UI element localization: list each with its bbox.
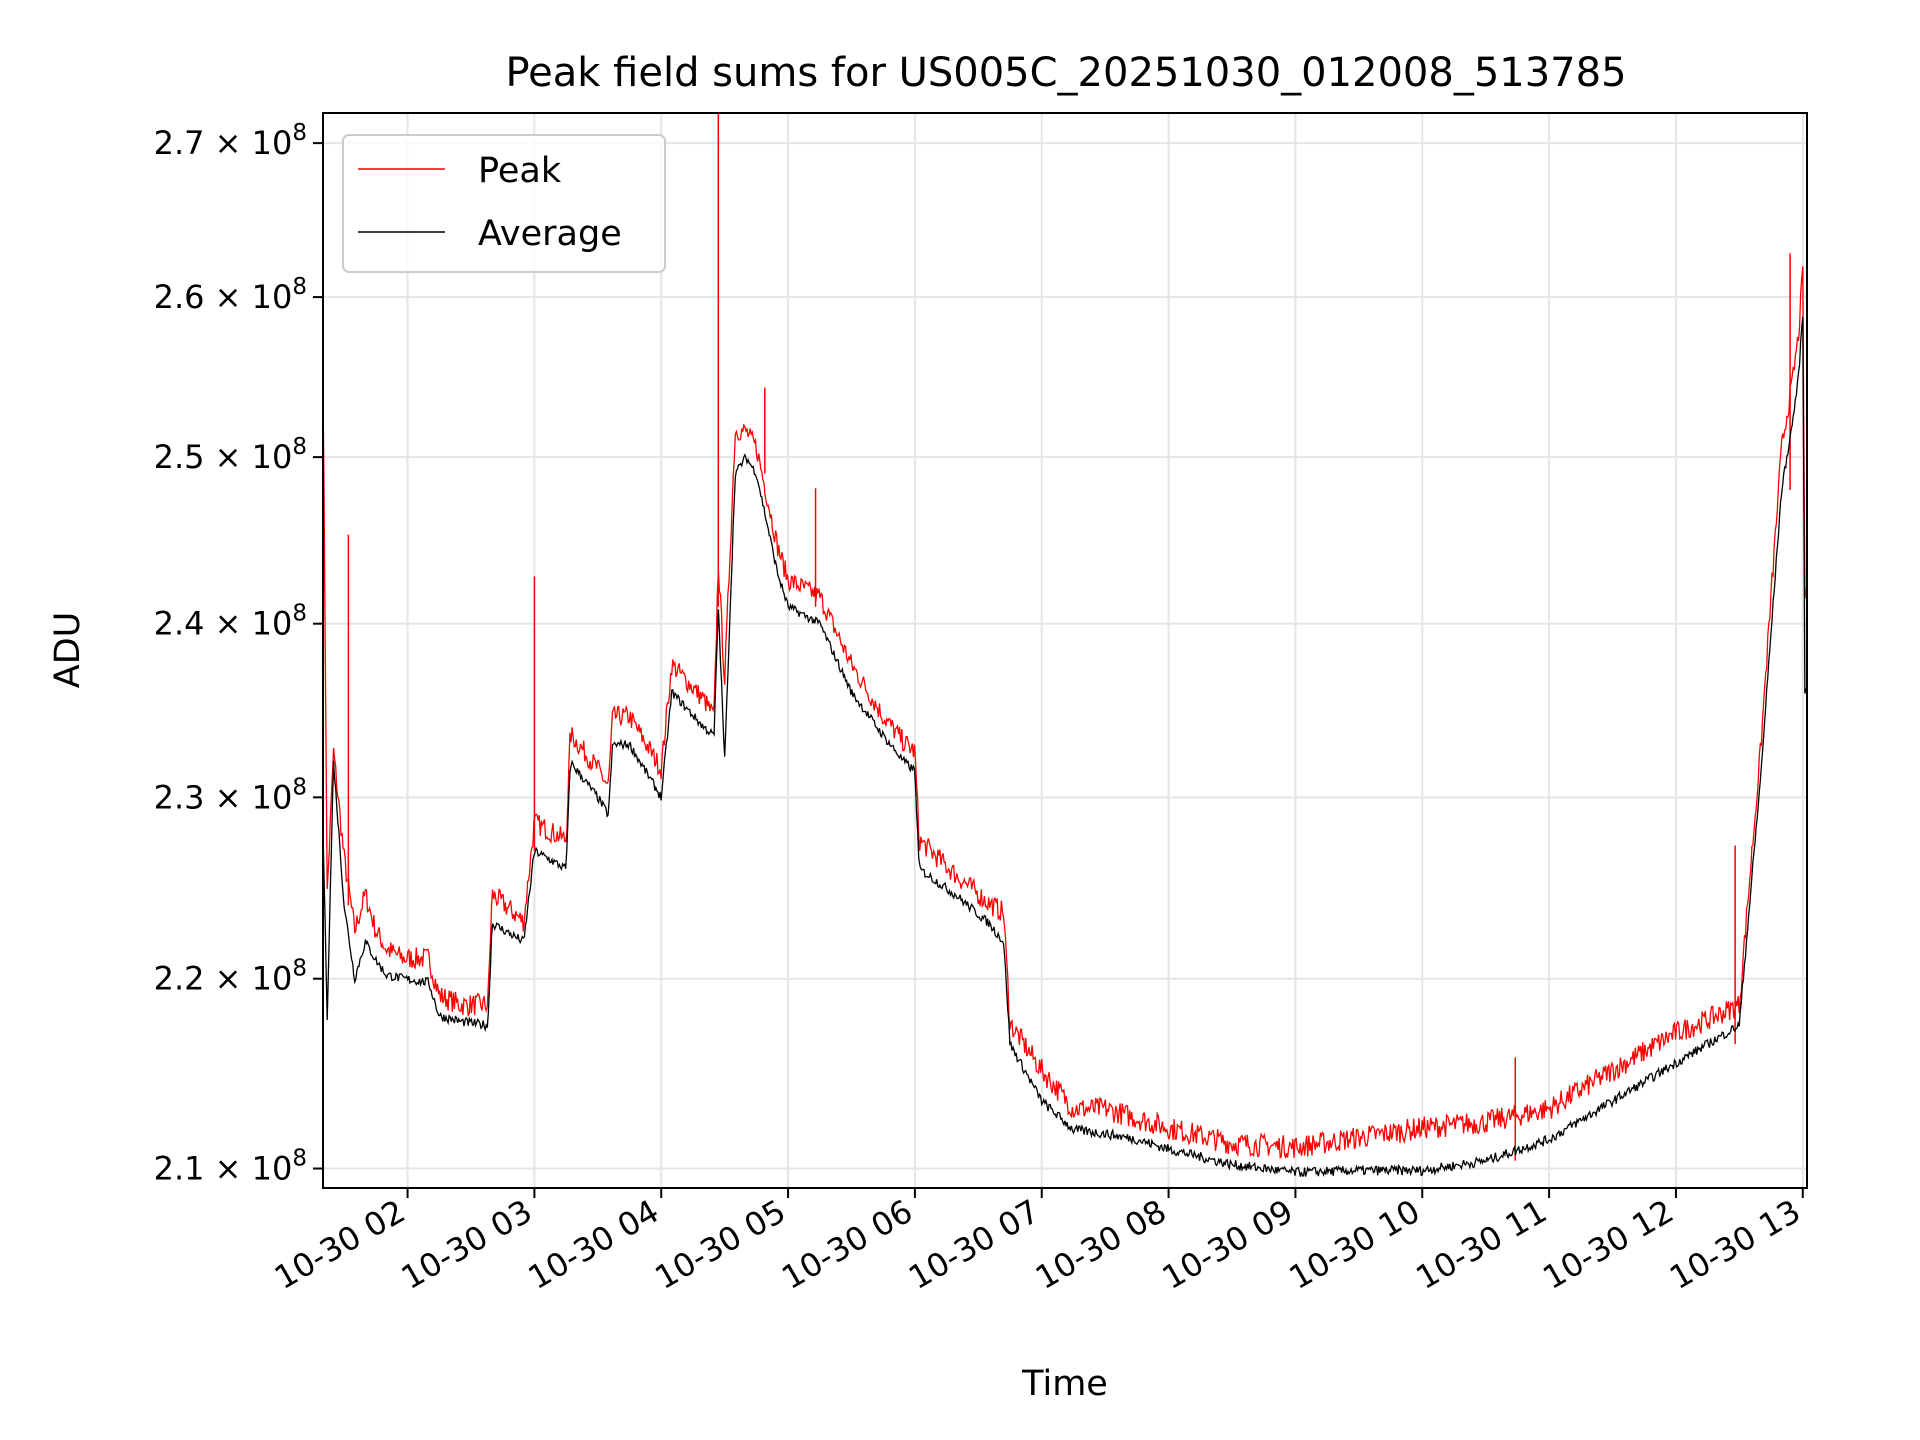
chart-title: Peak field sums for US005C_20251030_0120…	[505, 50, 1626, 96]
series-layer	[322, 113, 1808, 1177]
y-tick-label: 2.4 × 108	[154, 601, 307, 643]
series-line-peak	[322, 266, 1808, 1159]
y-tick-label: 2.7 × 108	[154, 120, 307, 162]
grid-lines	[323, 113, 1807, 1188]
x-axis-label: Time	[1021, 1364, 1108, 1404]
y-tick-label: 2.2 × 108	[154, 956, 307, 998]
legend-label-average: Average	[478, 214, 622, 254]
series-line-average	[322, 316, 1808, 1177]
y-axis-label: ADU	[48, 612, 88, 689]
y-tick-label: 2.5 × 108	[154, 434, 307, 476]
legend: Peak Average	[342, 134, 666, 273]
legend-label-peak: Peak	[478, 151, 562, 191]
plot-frame	[322, 112, 1808, 1189]
y-tick-label: 2.1 × 108	[154, 1146, 307, 1188]
y-tick-label: 2.3 × 108	[154, 774, 307, 816]
y-axis: 2.1 × 108 2.2 × 108 2.3 × 108 2.4 × 108 2.5 …	[154, 120, 323, 1188]
y-tick-label: 2.6 × 108	[154, 274, 307, 316]
